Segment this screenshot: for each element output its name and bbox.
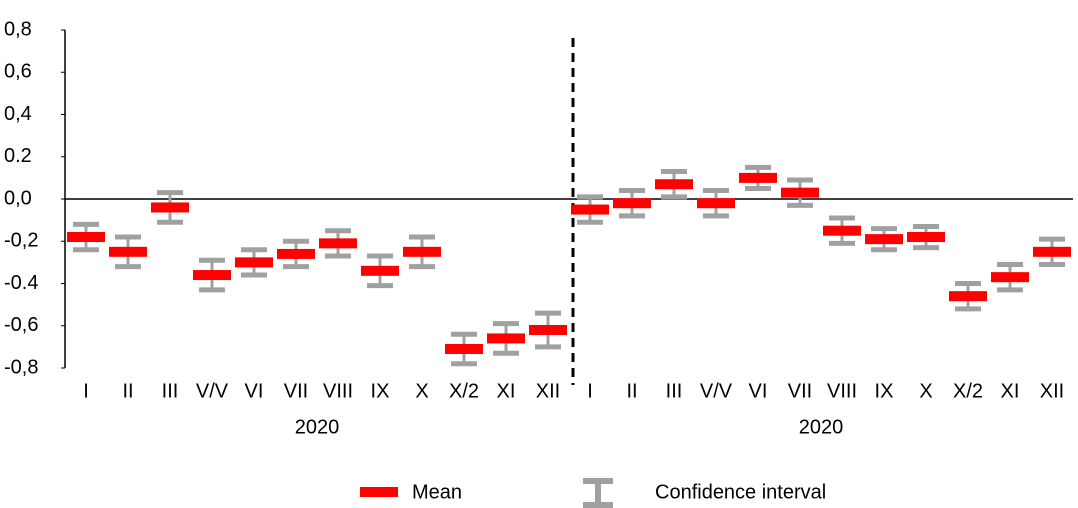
mean-marker <box>781 187 819 198</box>
mean-marker <box>907 232 945 243</box>
y-tick-label: -0,8 <box>4 356 38 378</box>
x-tick-label: I <box>83 380 89 402</box>
mean-marker <box>655 179 693 190</box>
mean-marker <box>151 202 189 213</box>
mean-marker <box>1033 246 1071 257</box>
x-tick-label: XII <box>1040 380 1064 402</box>
x-tick-label: II <box>626 380 637 402</box>
group-label: 2020 <box>295 416 340 438</box>
mean-marker <box>823 225 861 236</box>
x-tick-label: V/V <box>700 380 733 402</box>
legend-label: Confidence interval <box>655 481 826 503</box>
y-tick-label: -0,2 <box>4 230 38 252</box>
y-tick-label: 0,8 <box>4 18 32 40</box>
x-tick-label: IX <box>371 380 390 402</box>
mean-marker <box>319 238 357 249</box>
x-tick-label: IX <box>875 380 894 402</box>
legend-label: Mean <box>412 481 462 503</box>
y-tick-label: -0.4 <box>4 272 38 294</box>
y-tick-label: 0.2 <box>4 145 32 167</box>
y-tick-label: 0,4 <box>4 103 32 125</box>
x-tick-label: XII <box>536 380 560 402</box>
mean-marker <box>361 265 399 276</box>
mean-marker <box>109 246 147 257</box>
mean-marker <box>487 333 525 344</box>
x-tick-label: I <box>587 380 593 402</box>
mean-marker <box>67 232 105 243</box>
x-tick-label: VI <box>749 380 768 402</box>
mean-marker <box>235 257 273 268</box>
mean-marker <box>445 343 483 354</box>
x-tick-label: V/V <box>196 380 229 402</box>
mean-marker <box>865 234 903 245</box>
legend-ci-swatch <box>583 478 613 508</box>
mean-marker <box>277 248 315 259</box>
x-tick-label: III <box>162 380 179 402</box>
x-tick-label: X <box>415 380 428 402</box>
mean-marker <box>991 272 1029 283</box>
mean-marker <box>949 291 987 302</box>
mean-marker <box>193 270 231 281</box>
mean-marker <box>403 246 441 257</box>
legend-mean-swatch <box>360 487 398 497</box>
mean-marker <box>571 204 609 215</box>
x-tick-label: X/2 <box>953 380 983 402</box>
x-tick-label: VI <box>245 380 264 402</box>
group-label: 2020 <box>799 416 844 438</box>
y-tick-label: 0,6 <box>4 61 32 83</box>
mean-marker <box>739 172 777 183</box>
x-tick-label: X/2 <box>449 380 479 402</box>
x-tick-label: VIII <box>323 380 353 402</box>
x-tick-label: III <box>666 380 683 402</box>
x-tick-label: VIII <box>827 380 857 402</box>
mean-marker <box>613 198 651 209</box>
y-tick-label: -0,6 <box>4 314 38 336</box>
x-tick-label: VII <box>284 380 308 402</box>
x-tick-label: XI <box>1001 380 1020 402</box>
x-tick-label: II <box>122 380 133 402</box>
x-tick-label: X <box>919 380 932 402</box>
x-tick-label: VII <box>788 380 812 402</box>
y-tick-label: 0,0 <box>4 187 32 209</box>
x-tick-label: XI <box>497 380 516 402</box>
mean-marker <box>697 198 735 209</box>
mean-marker <box>529 324 567 335</box>
